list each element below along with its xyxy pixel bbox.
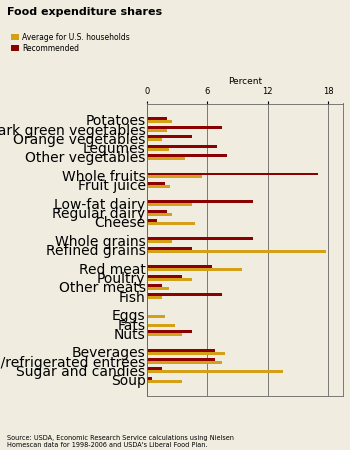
Bar xyxy=(147,203,192,206)
Bar xyxy=(147,296,162,299)
Bar xyxy=(147,274,182,278)
Bar xyxy=(147,380,182,382)
Bar xyxy=(147,126,222,129)
Bar xyxy=(147,219,157,222)
Bar xyxy=(147,377,152,380)
Bar xyxy=(147,266,212,268)
Bar xyxy=(147,315,165,318)
Bar xyxy=(147,333,182,336)
Bar xyxy=(147,238,253,240)
Bar xyxy=(147,120,172,123)
Bar xyxy=(147,240,172,243)
Bar xyxy=(147,129,167,132)
Bar xyxy=(147,154,228,157)
Bar xyxy=(147,278,192,280)
Bar xyxy=(147,138,162,141)
Bar xyxy=(147,135,192,138)
Bar xyxy=(147,330,192,333)
Bar xyxy=(147,293,222,296)
Bar xyxy=(147,247,192,250)
Bar xyxy=(147,358,215,361)
Bar xyxy=(147,157,185,160)
Bar xyxy=(147,250,326,253)
Bar xyxy=(147,212,172,216)
Bar xyxy=(147,284,162,287)
Bar xyxy=(147,176,202,179)
X-axis label: Percent: Percent xyxy=(228,77,262,86)
Bar xyxy=(147,324,175,327)
Bar xyxy=(147,368,162,370)
Bar xyxy=(147,117,167,120)
Bar xyxy=(147,200,253,203)
Bar xyxy=(147,352,225,355)
Bar xyxy=(147,361,222,364)
Bar xyxy=(147,370,283,373)
Bar xyxy=(147,144,217,148)
Text: Food expenditure shares: Food expenditure shares xyxy=(7,7,162,17)
Bar xyxy=(147,222,195,225)
Bar xyxy=(147,210,167,212)
Bar xyxy=(147,185,170,188)
Text: Source: USDA, Economic Research Service calculations using Nielsen
Homescan data: Source: USDA, Economic Research Service … xyxy=(7,435,234,448)
Bar xyxy=(147,172,318,176)
Bar xyxy=(147,287,169,290)
Bar xyxy=(147,148,169,151)
Bar xyxy=(147,182,165,185)
Legend: Average for U.S. households, Recommended: Average for U.S. households, Recommended xyxy=(11,33,130,53)
Bar xyxy=(147,349,215,352)
Bar xyxy=(147,268,243,271)
